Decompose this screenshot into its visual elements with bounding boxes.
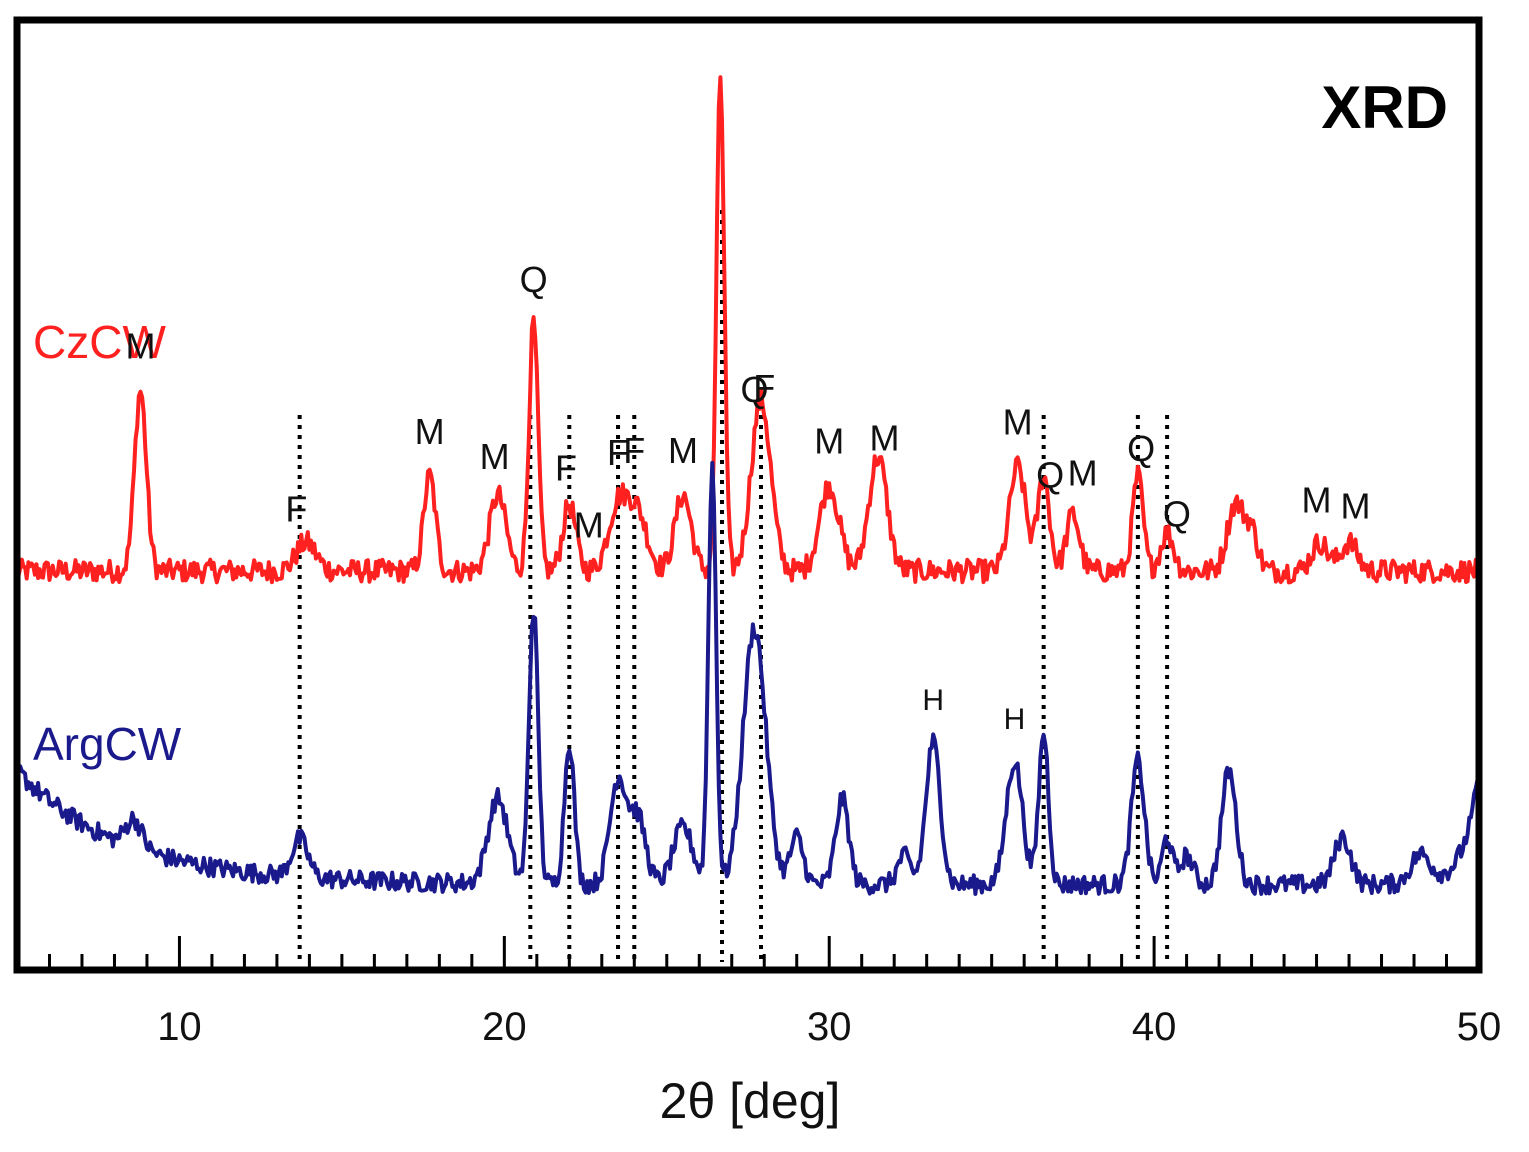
x-axis-label: 2θ [deg] xyxy=(660,1073,841,1129)
x-tick-label: 20 xyxy=(482,1005,527,1049)
x-tick-label: 30 xyxy=(807,1005,852,1049)
peak-label-f: F xyxy=(555,447,577,488)
peak-label-h: H xyxy=(922,684,944,717)
chart-title: XRD xyxy=(1321,74,1448,141)
peak-label-q: Q xyxy=(1163,494,1191,535)
x-tick-label: 40 xyxy=(1132,1005,1177,1049)
peak-label-h: H xyxy=(1004,703,1026,736)
peak-label-q: Q xyxy=(520,259,548,300)
xrd-chart: CzCWArgCWMFMMQFMFF MQFM M MQ MQQ M MHH10 20 30 40… xyxy=(0,0,1529,1152)
peak-label-m: M xyxy=(574,505,604,546)
peak-label-f: F xyxy=(285,489,307,530)
chart-background xyxy=(0,0,1529,1152)
peak-label-m: M xyxy=(1003,401,1033,442)
peak-label-q: Q xyxy=(1127,428,1155,469)
peak-label-m: M xyxy=(415,411,445,452)
peak-label-m: M xyxy=(814,420,844,461)
peak-label-m: M xyxy=(480,436,510,477)
peak-label-m: M xyxy=(1341,485,1371,526)
x-tick-label: 10 xyxy=(157,1005,202,1049)
peak-label-m: M xyxy=(869,418,899,459)
series-label-argcw: ArgCW xyxy=(33,718,182,770)
x-tick-label: 50 xyxy=(1457,1005,1502,1049)
peak-label-m: M xyxy=(668,430,698,471)
peak-label-f: F xyxy=(623,430,645,471)
peak-label-m: M xyxy=(1068,453,1098,494)
peak-label-q: Q xyxy=(1036,455,1064,496)
peak-label-m: M xyxy=(125,326,155,367)
peak-label-m: M xyxy=(1302,480,1332,521)
peak-label-f: F xyxy=(753,367,775,408)
